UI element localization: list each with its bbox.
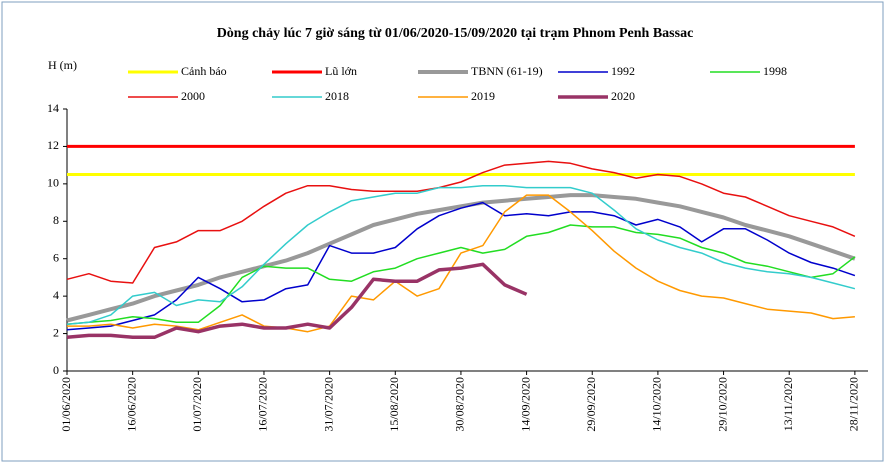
legend-label: Cảnh báo <box>181 64 227 78</box>
legend-label: 2019 <box>471 89 495 103</box>
series-line <box>66 160 856 284</box>
legend-label: 1992 <box>611 64 635 78</box>
x-tick-label: 14/09/2020 <box>518 377 532 432</box>
x-tick-label: 13/11/2020 <box>781 377 795 431</box>
x-tick-label: 14/10/2020 <box>650 377 664 432</box>
series-line <box>66 201 856 331</box>
x-tick-label: 01/06/2020 <box>59 377 73 432</box>
y-tick-label: 2 <box>53 325 59 339</box>
series-line <box>67 194 855 333</box>
y-tick-label: 4 <box>53 288 59 302</box>
x-tick-label: 16/07/2020 <box>256 377 270 432</box>
legend-label: 2018 <box>325 89 349 103</box>
x-tick-label: 15/08/2020 <box>387 377 401 432</box>
legend-label: 2000 <box>181 89 205 103</box>
x-tick-label: 30/08/2020 <box>453 377 467 432</box>
x-tick-label: 16/06/2020 <box>124 377 138 432</box>
chart-frame <box>1 1 884 462</box>
legend-label: 1998 <box>763 64 787 78</box>
x-tick-label: 29/10/2020 <box>715 377 729 432</box>
series-line <box>66 184 856 325</box>
y-tick-label: 8 <box>53 213 59 227</box>
legend-label: 2020 <box>611 89 635 103</box>
y-tick-label: 0 <box>53 363 59 377</box>
series-line <box>66 193 856 323</box>
y-tick-label: 10 <box>47 176 59 190</box>
x-tick-label: 28/11/2020 <box>847 377 861 431</box>
x-tick-label: 31/07/2020 <box>321 377 335 432</box>
y-tick-label: 12 <box>47 138 59 152</box>
y-tick-label: 6 <box>53 250 59 264</box>
series-line <box>66 262 528 340</box>
series-line <box>66 224 856 325</box>
chart-title: Dòng chảy lúc 7 giờ sáng từ 01/06/2020-1… <box>217 26 694 41</box>
legend-label: Lũ lớn <box>325 64 357 78</box>
y-tick-label: 14 <box>47 101 59 115</box>
x-tick-label: 29/09/2020 <box>584 377 598 432</box>
x-tick-label: 01/07/2020 <box>190 377 204 432</box>
y-axis-label: H (m) <box>48 58 77 72</box>
legend-label: TBNN (61-19) <box>471 64 543 78</box>
